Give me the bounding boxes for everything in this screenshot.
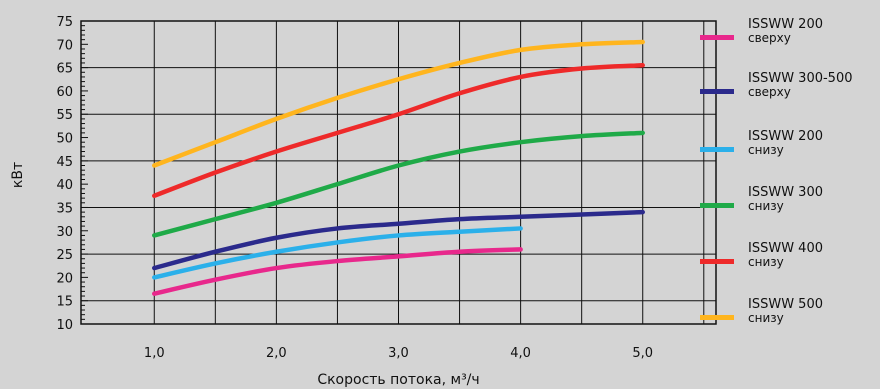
x-axis-label: Скорость потока, м³/ч: [317, 372, 479, 388]
y-tick-label: 75: [56, 15, 73, 30]
y-tick-label: 30: [56, 225, 73, 240]
legend-series-subtitle: снизу: [748, 144, 784, 157]
x-tick-label: 1,0: [144, 346, 165, 361]
y-axis-minor-ticks: [81, 21, 88, 324]
y-axis-label: кВт: [10, 162, 26, 188]
legend-item: ISSWW 200 снизу: [700, 130, 880, 170]
legend-series-name: ISSWW 200: [748, 130, 823, 144]
y-tick-label: 50: [56, 132, 73, 147]
legend-series-name: ISSWW 500: [748, 298, 823, 312]
legend-item: ISSWW 200 сверху: [700, 18, 880, 58]
legend-item: ISSWW 500 снизу: [700, 298, 880, 338]
legend-series-name: ISSWW 300-500: [748, 72, 853, 86]
legend-series-subtitle: снизу: [748, 256, 784, 269]
legend-swatch: [700, 203, 734, 208]
legend-swatch: [700, 259, 734, 264]
x-tick-label: 4,0: [510, 346, 531, 361]
legend-series-subtitle: сверху: [748, 86, 791, 99]
y-tick-label: 40: [56, 178, 73, 193]
x-tick-label: 2,0: [266, 346, 287, 361]
y-tick-label: 15: [56, 295, 73, 310]
y-tick-label: 45: [56, 155, 73, 170]
y-tick-label: 35: [56, 201, 73, 216]
y-tick-label: 10: [56, 318, 73, 333]
y-tick-label: 20: [56, 271, 73, 286]
x-tick-label: 3,0: [388, 346, 409, 361]
legend-series-subtitle: снизу: [748, 200, 784, 213]
y-tick-label: 25: [56, 248, 73, 263]
legend-series-subtitle: сверху: [748, 32, 791, 45]
legend-series-subtitle: снизу: [748, 312, 784, 325]
legend-series-name: ISSWW 200: [748, 18, 823, 32]
legend-item: ISSWW 300 снизу: [700, 186, 880, 226]
legend-swatch: [700, 147, 734, 152]
y-tick-label: 55: [56, 108, 73, 123]
legend-series-name: ISSWW 300: [748, 186, 823, 200]
y-tick-label: 65: [56, 62, 73, 77]
legend-swatch: [700, 315, 734, 320]
legend: ISSWW 200 сверху ISSWW 300-500 сверху ISSWW …: [700, 0, 880, 389]
y-tick-label: 70: [56, 38, 73, 53]
y-tick-labels: 10 15 20 25 30 35 40 45 50 55 60 65 70 75: [56, 15, 73, 333]
legend-swatch: [700, 89, 734, 94]
legend-item: ISSWW 400 снизу: [700, 242, 880, 282]
legend-series-name: ISSWW 400: [748, 242, 823, 256]
legend-swatch: [700, 35, 734, 40]
x-tick-label: 5,0: [632, 346, 653, 361]
legend-item: ISSWW 300-500 сверху: [700, 72, 880, 112]
y-tick-label: 60: [56, 85, 73, 100]
x-tick-labels: 1,0 2,0 3,0 4,0 5,0: [144, 346, 653, 361]
